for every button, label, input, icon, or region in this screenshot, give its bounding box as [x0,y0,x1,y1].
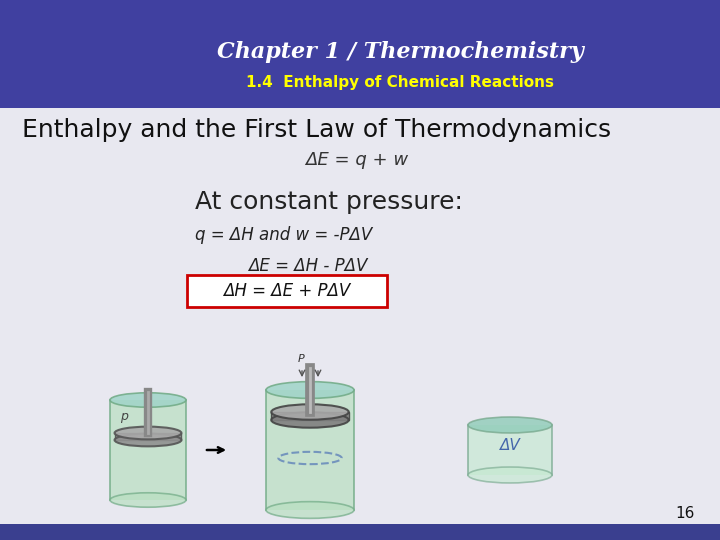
Text: p: p [120,410,128,423]
Ellipse shape [266,502,354,518]
Ellipse shape [114,427,181,440]
Text: ΔE = q + w: ΔE = q + w [305,151,408,169]
Ellipse shape [468,467,552,483]
Bar [0,524,720,540]
Polygon shape [468,425,552,475]
Ellipse shape [114,434,181,447]
Text: ΔE = ΔH - PΔV: ΔE = ΔH - PΔV [248,257,367,275]
Polygon shape [271,412,348,420]
Text: q = ΔH and w = -PΔV: q = ΔH and w = -PΔV [195,226,372,244]
Text: ΔV: ΔV [500,437,521,453]
FancyBboxPatch shape [187,275,387,307]
Text: Enthalpy and the First Law of Thermodynamics: Enthalpy and the First Law of Thermodyna… [22,118,611,142]
Text: P: P [298,354,305,364]
Ellipse shape [110,493,186,507]
Text: At constant pressure:: At constant pressure: [195,190,463,214]
Polygon shape [114,433,181,440]
Text: 16: 16 [675,507,695,522]
Polygon shape [266,390,354,510]
Text: ΔH = ΔE + PΔV: ΔH = ΔE + PΔV [223,282,351,300]
Text: Chapter 1 / Thermochemistry: Chapter 1 / Thermochemistry [217,41,583,63]
Polygon shape [110,400,186,500]
Ellipse shape [271,413,348,428]
Ellipse shape [271,404,348,420]
Ellipse shape [110,393,186,407]
Ellipse shape [266,382,354,399]
Ellipse shape [468,417,552,433]
Text: 1.4  Enthalpy of Chemical Reactions: 1.4 Enthalpy of Chemical Reactions [246,76,554,91]
Bar [0,0,720,108]
